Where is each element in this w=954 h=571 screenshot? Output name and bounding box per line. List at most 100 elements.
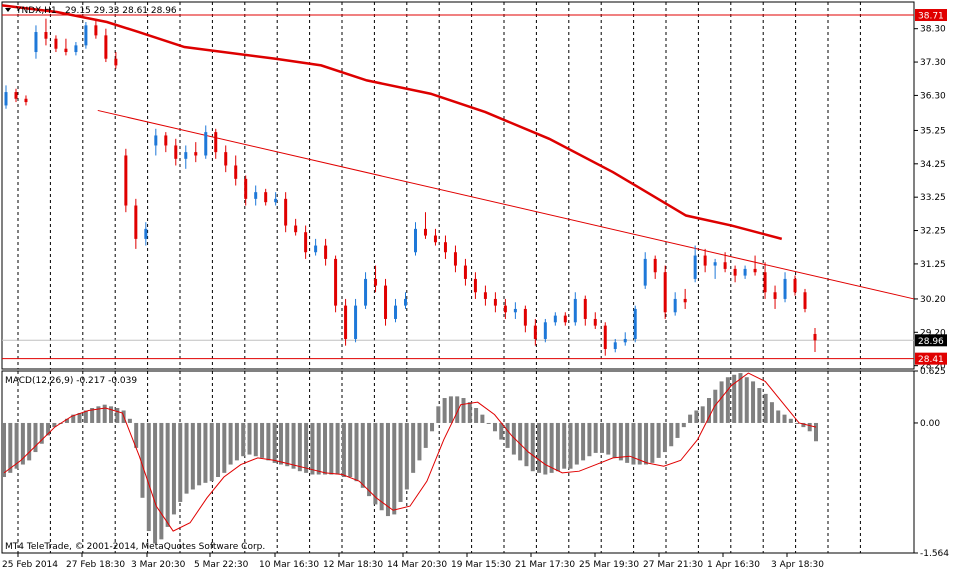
y-tick-label: 33.25 xyxy=(920,193,946,203)
y-tick-label: 28.20 xyxy=(920,362,946,372)
macd-bar xyxy=(555,422,560,472)
macd-bar xyxy=(404,422,409,490)
candle-body xyxy=(813,333,817,341)
candle-body xyxy=(24,98,28,103)
candle xyxy=(653,255,657,279)
candle xyxy=(344,298,348,346)
candle xyxy=(404,292,408,309)
macd-bar xyxy=(291,422,296,469)
macd-bar xyxy=(411,422,416,473)
candle xyxy=(244,175,248,206)
current-price-label: 28.96 xyxy=(918,337,944,347)
macd-bar xyxy=(606,422,611,455)
macd-bar xyxy=(134,422,139,448)
candle xyxy=(284,192,288,233)
candle xyxy=(144,222,148,246)
candle-body xyxy=(374,278,378,286)
macd-bar xyxy=(537,422,542,473)
candle-body xyxy=(4,92,8,106)
candle-body xyxy=(763,272,767,293)
macd-bar xyxy=(662,422,667,453)
candle-body xyxy=(114,58,118,66)
macd-bar xyxy=(197,422,202,486)
macd-bar xyxy=(688,414,693,423)
macd-bar xyxy=(738,373,743,423)
candle-body xyxy=(753,268,757,273)
candle xyxy=(503,298,507,319)
candle-body xyxy=(663,272,667,313)
macd-bar xyxy=(253,422,258,457)
macd-bar xyxy=(650,422,655,463)
macd-bar xyxy=(373,422,378,505)
candle-body xyxy=(404,298,408,306)
macd-bar xyxy=(153,422,158,544)
dropdown-arrow-icon[interactable] xyxy=(5,8,11,12)
candle-body xyxy=(124,155,128,206)
macd-bar xyxy=(209,422,214,482)
x-tick-label: 19 Mar 15:30 xyxy=(451,560,511,570)
macd-bar xyxy=(329,422,334,475)
candle-body xyxy=(234,165,238,179)
candle xyxy=(443,235,447,259)
macd-bar xyxy=(260,422,265,458)
candle-body xyxy=(44,32,48,39)
macd-bar xyxy=(568,422,573,469)
candle xyxy=(114,52,118,69)
candle xyxy=(453,245,457,273)
candle-body xyxy=(463,265,467,279)
candle xyxy=(324,238,328,266)
candle xyxy=(793,275,797,296)
macd-bar xyxy=(574,422,579,465)
candle-body xyxy=(623,338,627,343)
macd-bar xyxy=(96,406,101,423)
candle xyxy=(134,198,138,249)
candle-body xyxy=(543,322,547,339)
candle-body xyxy=(304,232,308,253)
x-tick-label: 3 Apr 18:30 xyxy=(771,560,824,570)
macd-bar xyxy=(379,422,384,511)
candle xyxy=(563,312,567,326)
moving-average xyxy=(1,4,783,241)
macd-bar xyxy=(694,410,699,423)
macd-bar xyxy=(656,422,661,458)
x-tick-label: 3 Mar 20:30 xyxy=(131,560,186,570)
macd-bar xyxy=(234,422,239,461)
macd-bar xyxy=(159,422,164,540)
macd-bar xyxy=(310,422,315,475)
x-tick-label: 12 Mar 18:30 xyxy=(323,560,383,570)
candle-body xyxy=(793,278,797,293)
candle xyxy=(533,318,537,346)
candle-body xyxy=(683,298,687,303)
macd-bar xyxy=(278,422,283,465)
candle xyxy=(214,128,218,159)
candle-body xyxy=(643,258,647,286)
candle xyxy=(374,265,378,293)
candle xyxy=(723,252,727,273)
macd-bar xyxy=(562,422,567,469)
candle xyxy=(413,222,417,256)
candle xyxy=(384,278,388,326)
candle-body xyxy=(483,292,487,299)
candle xyxy=(164,132,168,153)
ohlc-label: 29.15 29.33 28.61 28.96 xyxy=(65,6,177,16)
candle-body xyxy=(493,298,497,306)
macd-y-tick-label: 0.625 xyxy=(920,367,946,377)
macd-bar xyxy=(316,422,321,475)
candle xyxy=(733,265,737,283)
macd-bar xyxy=(228,422,233,465)
candle-body xyxy=(394,305,398,319)
candle-body xyxy=(573,298,577,323)
macd-bar xyxy=(763,393,768,423)
macd-bar xyxy=(146,422,151,532)
candle-body xyxy=(94,25,98,36)
candle xyxy=(583,295,587,326)
candle-body xyxy=(314,245,318,253)
macd-bar xyxy=(625,422,630,463)
candle-body xyxy=(633,308,637,339)
candle-body xyxy=(443,242,447,253)
macd-bar xyxy=(776,410,781,423)
candle-body xyxy=(294,225,298,233)
current-price-tag xyxy=(915,334,947,347)
macd-bar xyxy=(39,422,44,444)
